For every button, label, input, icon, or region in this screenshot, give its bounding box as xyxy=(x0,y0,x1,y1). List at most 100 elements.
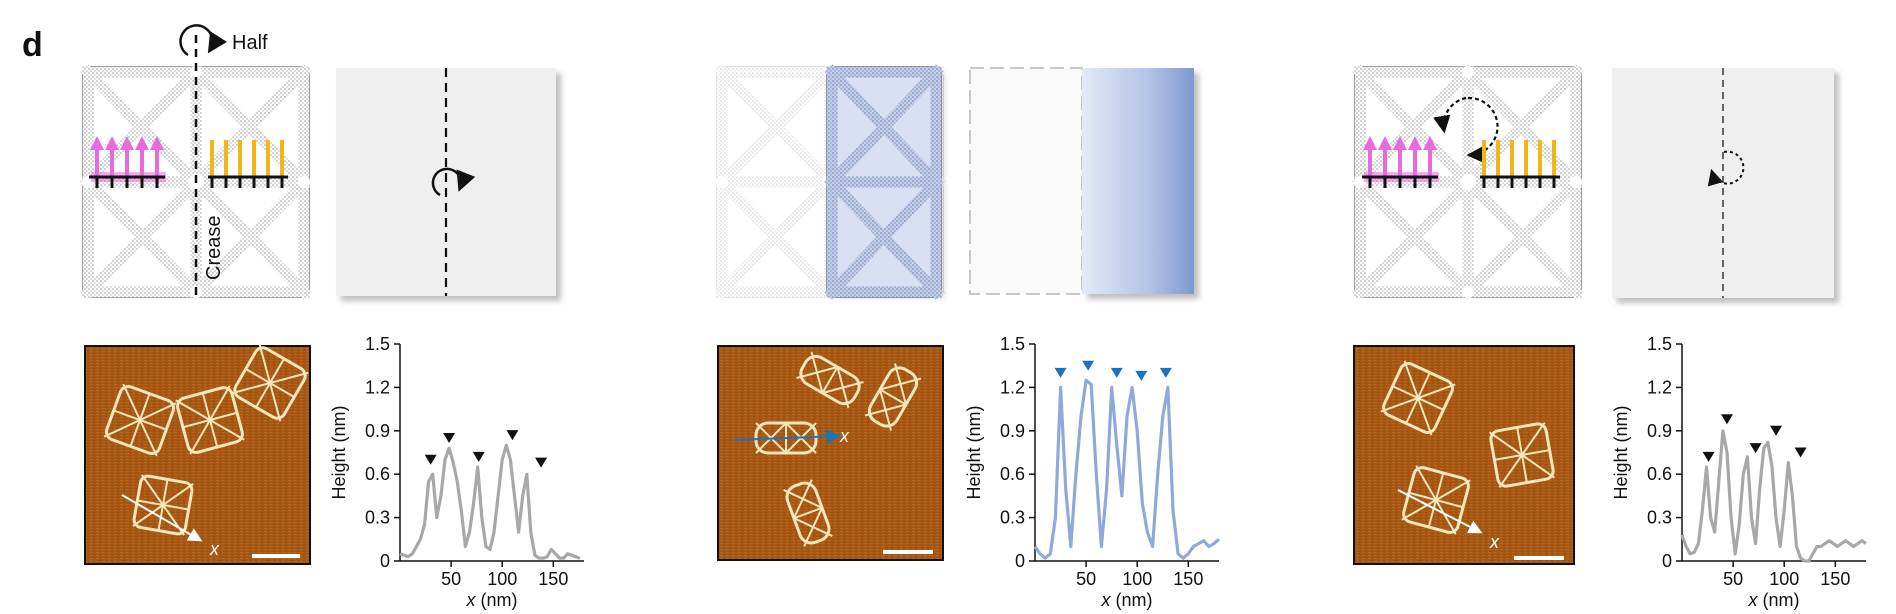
afm-particle-strand xyxy=(1494,449,1550,461)
afm-particle-strand xyxy=(822,381,864,394)
peak-marker xyxy=(506,430,519,441)
folding-sheet-2 xyxy=(969,67,1194,295)
peak-marker xyxy=(1054,367,1067,378)
y-tick-label: 0 xyxy=(1015,551,1025,571)
y-axis-label: Height (nm) xyxy=(964,405,984,499)
afm-image-1: x xyxy=(84,344,311,565)
peak-marker xyxy=(1702,451,1715,462)
y-tick-label: 0.6 xyxy=(365,464,390,484)
panel-letter: d xyxy=(22,26,43,64)
rotate-arrow-icon xyxy=(431,167,476,197)
magenta-arrow-array-1 xyxy=(89,136,166,188)
origami-beam xyxy=(1352,64,1476,190)
peak-marker xyxy=(535,457,548,468)
afm-particle-strand xyxy=(182,411,238,429)
afm-particle-strand xyxy=(113,409,167,431)
profile-arrow xyxy=(121,494,203,542)
origami-schematic-2 xyxy=(714,64,946,300)
afm-particle-ring xyxy=(176,386,244,454)
y-tick-label: 1.5 xyxy=(1000,334,1025,354)
y-tick-label: 0.3 xyxy=(365,508,390,528)
profile-axis-label: x xyxy=(1489,532,1500,552)
y-tick-label: 0 xyxy=(380,551,390,571)
magenta-arrowhead xyxy=(1393,136,1407,150)
y-tick-label: 0.6 xyxy=(1647,464,1672,484)
afm-particle-ring xyxy=(785,481,831,545)
peak-marker xyxy=(1720,414,1733,425)
swap-arrow-icon xyxy=(1466,96,1499,164)
height-profile-chart-3: 0 0.3 0.6 0.9 1.2 1.5 50 100 150 x (nm) Height (nm… xyxy=(1611,334,1867,610)
y-tick-label: 1.2 xyxy=(365,377,390,397)
origami-beam xyxy=(80,174,204,300)
folding-sheet-1 xyxy=(336,68,556,296)
afm-particle xyxy=(1380,360,1456,436)
x-tick-label: 50 xyxy=(441,569,461,589)
y-axis-label: Height (nm) xyxy=(329,405,349,499)
magenta-arrowhead xyxy=(1363,136,1377,150)
afm-particle-strand xyxy=(1408,491,1464,509)
afm-particle-ring xyxy=(799,354,861,406)
origami-schematic-3 xyxy=(1352,64,1584,300)
magenta-arrowhead xyxy=(150,136,164,150)
origami-hole xyxy=(1570,176,1582,188)
origami-hole xyxy=(298,176,310,188)
profile-axis-label: x xyxy=(839,426,850,446)
x-axis-label: x (nm) xyxy=(1748,590,1800,610)
profile-arrow xyxy=(734,429,841,444)
series-line xyxy=(399,443,581,560)
y-tick-label: 0.9 xyxy=(365,421,390,441)
peak-marker xyxy=(1770,425,1783,436)
afm-particle xyxy=(132,474,194,536)
y-tick-label: 0.3 xyxy=(1000,508,1025,528)
y-tick-label: 0.6 xyxy=(1000,464,1025,484)
origami-beam xyxy=(188,174,312,300)
origami-hole xyxy=(1354,176,1366,188)
afm-particle-strand xyxy=(793,506,823,520)
rotate-arrow-icon xyxy=(1707,150,1745,187)
x-axis-label: x (nm) xyxy=(1101,590,1153,610)
x-tick-label: 100 xyxy=(487,569,517,589)
origami-frame-3 xyxy=(1352,64,1584,300)
magenta-arrowhead xyxy=(1423,136,1437,150)
origami-beam xyxy=(80,64,204,190)
peak-marker xyxy=(1110,367,1123,378)
afm-particle-strand xyxy=(796,366,838,379)
afm-particle-strand xyxy=(783,489,823,509)
origami-beam xyxy=(824,64,944,190)
profile-axis-label: x xyxy=(209,539,220,559)
scale-bar xyxy=(883,550,933,554)
y-tick-label: 1.2 xyxy=(1647,377,1672,397)
x-tick-label: 50 xyxy=(1723,569,1743,589)
afm-folded-particle xyxy=(783,479,833,547)
y-tick-label: 0.3 xyxy=(1647,508,1672,528)
gold-staple-array-1 xyxy=(208,140,288,188)
afm-particle-strand xyxy=(821,366,839,394)
peak-marker xyxy=(472,451,485,462)
origami-hole xyxy=(716,176,728,188)
x-tick-label: 150 xyxy=(1820,569,1850,589)
peak-marker xyxy=(1749,443,1762,454)
afm-particle xyxy=(103,383,177,457)
origami-hole xyxy=(1460,174,1476,190)
y-tick-label: 0.9 xyxy=(1000,421,1025,441)
height-profile-chart-2: 0 0.3 0.6 0.9 1.2 1.5 50 100 150 x (nm) Height (nm… xyxy=(964,334,1221,610)
y-tick-label: 1.2 xyxy=(1000,377,1025,397)
crease-label: Crease xyxy=(203,216,225,280)
y-tick-label: 0 xyxy=(1662,551,1672,571)
x-tick-label: 100 xyxy=(1769,569,1799,589)
series-line xyxy=(1680,429,1867,563)
afm-particle xyxy=(175,385,245,455)
origami-schematic-1: Half Crease xyxy=(80,24,312,300)
half-label: Half xyxy=(232,32,268,54)
gold-staple-array-3 xyxy=(1480,140,1560,188)
magenta-arrowhead xyxy=(135,136,149,150)
x-axis-label: x (nm) xyxy=(466,590,518,610)
peak-marker xyxy=(1794,447,1807,458)
scale-bar xyxy=(1514,556,1564,560)
afm-particle-strand xyxy=(894,363,907,405)
height-profile-chart-1: 0 0.3 0.6 0.9 1.2 1.5 50 100 150 x (nm) Height (nm… xyxy=(329,334,584,610)
afm-particle-ring xyxy=(233,346,307,420)
swap-arrow-icon xyxy=(1433,96,1467,134)
origami-beam xyxy=(714,64,838,190)
afm-folded-particle xyxy=(864,363,922,431)
